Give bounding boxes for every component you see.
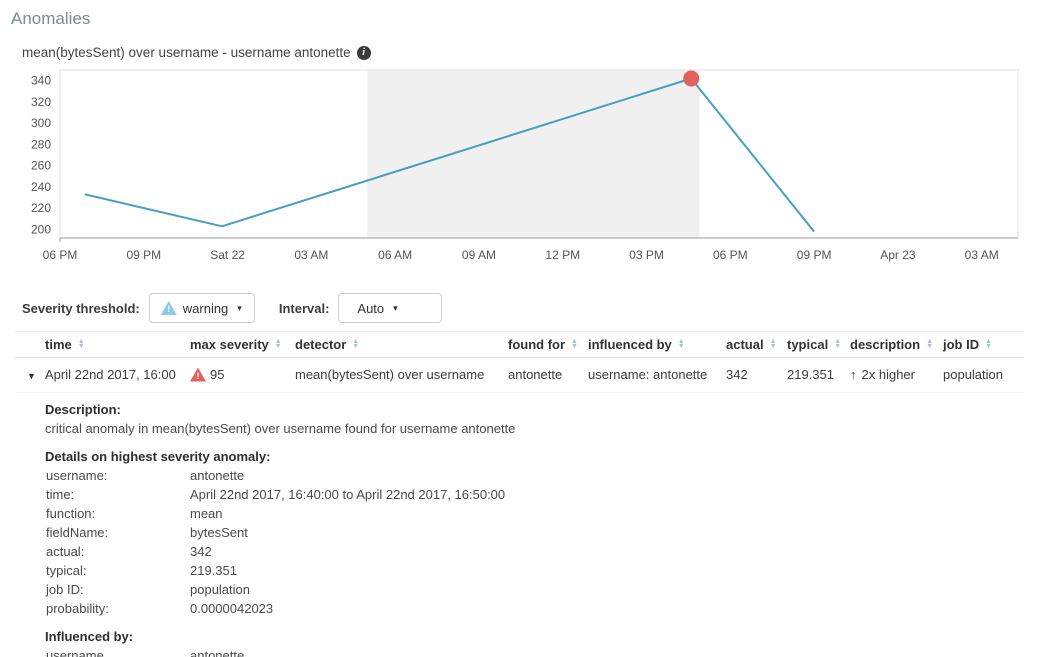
table-header-row: time ▲ ▼ max severity ▲ ▼ detector ▲ ▼ foun… (15, 331, 1024, 358)
warning-severity-icon: ! (160, 301, 177, 315)
detail-field: function: mean (46, 506, 223, 521)
sort-icon: ▲ ▼ (274, 338, 282, 350)
col-label: found for (508, 337, 566, 352)
col-label: time (45, 337, 72, 352)
col-label: influenced by (588, 337, 672, 352)
detail-field: time: April 22nd 2017, 16:40:00 to April … (46, 487, 506, 502)
sort-icon: ▲ ▼ (769, 338, 777, 350)
cell-influenced-by: username: antonette (588, 367, 708, 382)
svg-text:340: 340 (31, 74, 51, 88)
svg-text:240: 240 (31, 180, 51, 194)
cell-description: ↑ 2x higher (850, 367, 943, 382)
col-found-for[interactable]: found for ▲ ▼ (508, 332, 588, 357)
table-controls: Severity threshold: ! warning ▾ Interval… (22, 293, 1024, 323)
svg-text:06 PM: 06 PM (713, 248, 748, 262)
col-influenced-by[interactable]: influenced by ▲ ▼ (588, 332, 726, 357)
cell-time: April 22nd 2017, 16:00 (45, 367, 176, 382)
svg-text:03 AM: 03 AM (965, 248, 999, 262)
col-job-id[interactable]: job ID ▲ ▼ (943, 332, 1024, 357)
svg-text:300: 300 (31, 116, 51, 130)
col-max-severity[interactable]: max severity ▲ ▼ (190, 332, 295, 357)
svg-text:03 PM: 03 PM (629, 248, 664, 262)
sort-icon: ▲ ▼ (834, 338, 842, 350)
detail-field: actual: 342 (46, 544, 212, 559)
severity-score: 95 (210, 367, 225, 382)
sort-icon: ▲ ▼ (926, 338, 934, 350)
col-actual[interactable]: actual ▲ ▼ (726, 332, 787, 357)
anomalies-table: time ▲ ▼ max severity ▲ ▼ detector ▲ ▼ foun… (15, 331, 1024, 393)
col-label: max severity (190, 337, 269, 352)
svg-text:Sat 22: Sat 22 (210, 248, 245, 262)
col-label: actual (726, 337, 764, 352)
cell-typical: 219.351 (787, 367, 834, 382)
svg-text:Apr 23: Apr 23 (880, 248, 916, 262)
info-icon[interactable]: i (356, 45, 371, 60)
page-title: Anomalies (11, 9, 91, 28)
svg-text:09 AM: 09 AM (462, 248, 496, 262)
arrow-up-icon: ↑ (850, 367, 857, 382)
row-details: Description: critical anomaly in mean(by… (43, 400, 1024, 657)
svg-text:09 PM: 09 PM (797, 248, 832, 262)
collapse-row-icon[interactable]: ▼ (27, 371, 36, 381)
description-value: critical anomaly in mean(bytesSent) over… (45, 421, 516, 436)
svg-text:200: 200 (31, 222, 51, 236)
col-detector[interactable]: detector ▲ ▼ (295, 332, 508, 357)
svg-text:320: 320 (31, 95, 51, 109)
critical-severity-icon: ! (190, 367, 206, 382)
cell-detector: mean(bytesSent) over username (295, 367, 485, 382)
col-label: detector (295, 337, 347, 352)
detail-field: username: antonette (46, 468, 245, 483)
cell-max-severity: ! 95 (190, 367, 295, 382)
sort-icon: ▲ ▼ (677, 338, 685, 350)
col-typical[interactable]: typical ▲ ▼ (787, 332, 850, 357)
description-label: Description: (45, 402, 121, 417)
svg-text:06 AM: 06 AM (378, 248, 412, 262)
details-label: Details on highest severity anomaly: (45, 449, 271, 464)
detail-field: job ID: population (46, 582, 250, 597)
svg-text:260: 260 (31, 159, 51, 173)
sort-icon: ▲ ▼ (571, 338, 578, 350)
col-label: typical (787, 337, 829, 352)
detail-field: typical: 219.351 (46, 563, 237, 578)
cell-found-for: antonette (508, 367, 563, 382)
anomaly-chart: 200 220 240 260 280 300 320 340 06 PM 09 PM Sat 22… (31, 69, 1019, 262)
col-description[interactable]: description ▲ ▼ (850, 332, 943, 357)
sort-icon: ▲ ▼ (985, 338, 993, 350)
severity-threshold-value: warning (182, 300, 229, 316)
caret-down-icon: ▾ (237, 302, 242, 313)
interval-select[interactable]: Auto ▾ (338, 293, 443, 323)
svg-text:06 PM: 06 PM (43, 248, 78, 262)
interval-label: Interval: (278, 300, 330, 316)
severity-threshold-select[interactable]: ! warning ▾ (148, 293, 255, 323)
interval-value: Auto (357, 300, 385, 316)
description-text: 2x higher (861, 367, 915, 382)
col-expander (15, 332, 45, 357)
svg-text:09 PM: 09 PM (126, 248, 161, 262)
cell-job-id: population (943, 367, 1003, 382)
cell-actual: 342 (726, 367, 748, 382)
caret-down-icon: ▾ (393, 302, 398, 313)
col-label: job ID (943, 337, 980, 352)
svg-text:220: 220 (31, 201, 51, 215)
svg-text:12 PM: 12 PM (545, 248, 580, 262)
influencer-field: username antonette (46, 648, 245, 657)
influenced-by-label: Influenced by: (45, 629, 134, 644)
severity-threshold-label: Severity threshold: (22, 300, 140, 316)
sort-icon: ▲ ▼ (77, 338, 85, 350)
detail-field: fieldName: bytesSent (46, 525, 248, 540)
sort-icon: ▲ ▼ (352, 338, 360, 350)
chart-section: mean(bytesSent) over username - username… (15, 45, 1024, 273)
svg-text:03 AM: 03 AM (294, 248, 328, 262)
svg-text:280: 280 (31, 137, 51, 151)
table-row[interactable]: ▼ April 22nd 2017, 16:00 ! 95 mean(bytes… (15, 358, 1024, 393)
detail-field: probability: 0.0000042023 (46, 601, 274, 616)
chart-title: mean(bytesSent) over username - username… (22, 45, 351, 60)
col-time[interactable]: time ▲ ▼ (45, 332, 190, 357)
col-label: description (850, 337, 921, 352)
info-icon-glyph: i (362, 47, 366, 58)
